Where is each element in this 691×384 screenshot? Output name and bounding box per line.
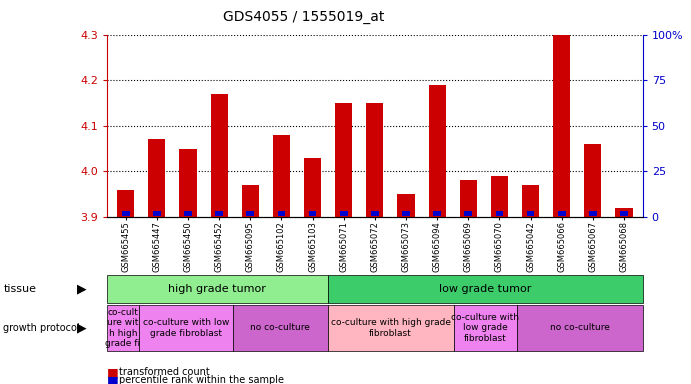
Bar bbox=[180, 149, 197, 217]
Text: no co-culture: no co-culture bbox=[549, 323, 609, 333]
Text: growth protocol: growth protocol bbox=[3, 323, 80, 333]
Text: low grade tumor: low grade tumor bbox=[439, 284, 531, 294]
Bar bbox=[464, 210, 472, 216]
Text: co-cult
ure wit
h high
grade fi: co-cult ure wit h high grade fi bbox=[105, 308, 140, 348]
Bar bbox=[309, 210, 316, 216]
Bar bbox=[242, 185, 259, 217]
Text: high grade tumor: high grade tumor bbox=[169, 284, 266, 294]
Bar bbox=[527, 210, 534, 216]
Bar bbox=[122, 210, 130, 216]
Text: no co-culture: no co-culture bbox=[250, 323, 310, 333]
Bar bbox=[491, 176, 508, 217]
Bar bbox=[184, 210, 192, 216]
Bar bbox=[366, 103, 384, 217]
Text: ▶: ▶ bbox=[77, 283, 86, 295]
Bar bbox=[117, 190, 134, 217]
Bar bbox=[495, 210, 503, 216]
Bar bbox=[278, 210, 285, 216]
Bar bbox=[149, 139, 165, 217]
Bar bbox=[216, 210, 223, 216]
Text: ■: ■ bbox=[107, 374, 119, 384]
Text: GDS4055 / 1555019_at: GDS4055 / 1555019_at bbox=[223, 10, 385, 23]
Bar bbox=[153, 210, 161, 216]
Bar bbox=[211, 94, 228, 217]
Text: co-culture with low
grade fibroblast: co-culture with low grade fibroblast bbox=[142, 318, 229, 338]
Text: co-culture with
low grade
fibroblast: co-culture with low grade fibroblast bbox=[451, 313, 519, 343]
Bar bbox=[558, 210, 565, 216]
Bar bbox=[335, 103, 352, 217]
Text: tissue: tissue bbox=[3, 284, 37, 294]
Bar bbox=[585, 144, 601, 217]
Bar bbox=[402, 210, 410, 216]
Text: transformed count: transformed count bbox=[119, 367, 209, 377]
Bar bbox=[522, 185, 539, 217]
Text: percentile rank within the sample: percentile rank within the sample bbox=[119, 375, 284, 384]
Bar bbox=[340, 210, 348, 216]
Bar bbox=[620, 210, 628, 216]
Bar bbox=[460, 180, 477, 217]
Text: ■: ■ bbox=[107, 366, 119, 379]
Bar bbox=[553, 35, 570, 217]
Bar bbox=[428, 85, 446, 217]
Bar bbox=[304, 158, 321, 217]
Bar bbox=[433, 210, 441, 216]
Bar bbox=[589, 210, 596, 216]
Text: co-culture with high grade
fibroblast: co-culture with high grade fibroblast bbox=[330, 318, 451, 338]
Bar bbox=[397, 194, 415, 217]
Bar bbox=[273, 135, 290, 217]
Text: ▶: ▶ bbox=[77, 321, 86, 334]
Bar bbox=[247, 210, 254, 216]
Bar bbox=[616, 208, 632, 217]
Bar bbox=[371, 210, 379, 216]
